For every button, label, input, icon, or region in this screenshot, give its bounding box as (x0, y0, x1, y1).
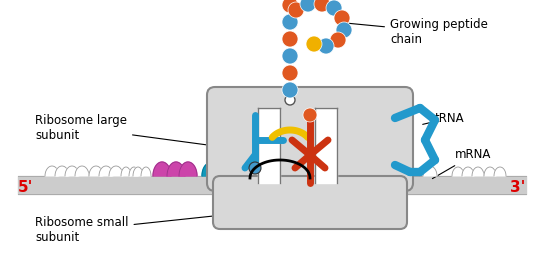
Polygon shape (153, 162, 171, 176)
Circle shape (282, 31, 298, 47)
Polygon shape (55, 166, 69, 176)
Circle shape (306, 36, 322, 52)
Circle shape (303, 108, 317, 122)
Circle shape (336, 22, 352, 38)
Polygon shape (141, 167, 151, 176)
Polygon shape (129, 167, 139, 176)
Polygon shape (423, 166, 437, 176)
Polygon shape (316, 163, 332, 176)
Circle shape (288, 2, 304, 18)
FancyBboxPatch shape (207, 87, 413, 191)
Polygon shape (328, 163, 344, 176)
Polygon shape (385, 165, 399, 176)
Polygon shape (65, 166, 79, 176)
Polygon shape (472, 167, 484, 176)
Polygon shape (121, 167, 131, 176)
Text: 5': 5' (18, 179, 33, 194)
Polygon shape (99, 166, 113, 176)
Polygon shape (288, 163, 304, 176)
Polygon shape (452, 167, 464, 176)
Text: Ribosome small
subunit: Ribosome small subunit (35, 210, 267, 244)
Circle shape (282, 0, 298, 13)
Polygon shape (109, 166, 123, 176)
Polygon shape (264, 163, 280, 176)
Circle shape (330, 32, 346, 48)
Polygon shape (397, 165, 411, 176)
FancyBboxPatch shape (213, 176, 407, 229)
Polygon shape (352, 163, 368, 176)
Text: 3': 3' (510, 179, 526, 194)
Circle shape (285, 95, 295, 105)
Circle shape (326, 0, 342, 16)
Text: Growing peptide
chain: Growing peptide chain (338, 18, 488, 46)
Polygon shape (304, 163, 320, 176)
Circle shape (282, 48, 298, 64)
Circle shape (282, 82, 298, 98)
Polygon shape (276, 163, 292, 176)
Polygon shape (238, 163, 254, 176)
Polygon shape (202, 163, 218, 176)
Polygon shape (250, 163, 266, 176)
Polygon shape (75, 166, 89, 176)
Circle shape (314, 0, 330, 12)
Polygon shape (373, 165, 387, 176)
Circle shape (282, 14, 298, 30)
Polygon shape (226, 163, 242, 176)
Polygon shape (494, 167, 506, 176)
Text: mRNA: mRNA (432, 148, 491, 179)
Polygon shape (340, 163, 356, 176)
Polygon shape (167, 162, 185, 176)
Polygon shape (462, 167, 474, 176)
Polygon shape (179, 162, 197, 176)
Circle shape (282, 14, 298, 30)
Polygon shape (45, 166, 59, 176)
Text: tRNA: tRNA (423, 112, 465, 125)
Circle shape (318, 38, 334, 54)
Polygon shape (214, 163, 230, 176)
Polygon shape (484, 167, 496, 176)
Circle shape (249, 162, 261, 174)
Circle shape (300, 0, 316, 12)
Text: Ribosome large
subunit: Ribosome large subunit (35, 114, 227, 148)
Polygon shape (133, 167, 143, 176)
Circle shape (282, 65, 298, 81)
Circle shape (334, 10, 350, 26)
Polygon shape (89, 166, 103, 176)
